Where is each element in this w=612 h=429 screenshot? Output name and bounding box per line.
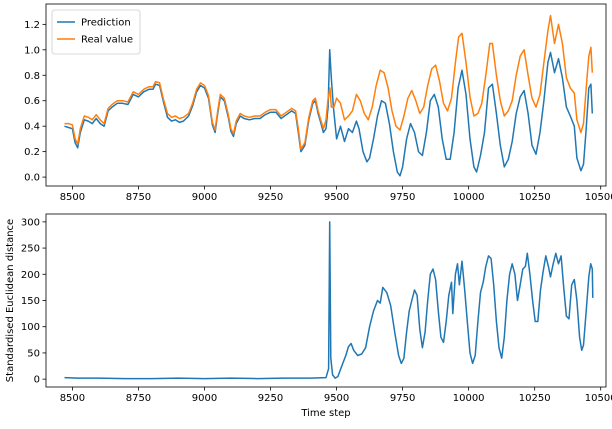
x-tick-label: 8500 (60, 192, 85, 203)
y-tick-label: 150 (21, 296, 40, 307)
series-line-prediction (64, 49, 594, 177)
legend: Prediction Real value (51, 9, 141, 55)
x-tick-label: 9750 (390, 393, 415, 404)
x-tick-label: 9000 (192, 393, 217, 404)
y-tick-label: 0.6 (24, 96, 40, 107)
y-tick-label: 0.8 (24, 71, 40, 82)
y-tick-label: 300 (21, 217, 40, 228)
y-tick-label: 0.0 (24, 173, 40, 184)
y-axis-label: Standardised Euclidean distance (5, 219, 16, 382)
x-tick-label: 9500 (324, 393, 349, 404)
y-tick-label: 0.2 (24, 147, 40, 158)
x-tick-label: 9000 (192, 192, 217, 203)
x-tick-label: 9750 (390, 192, 415, 203)
x-tick-label: 10250 (519, 393, 551, 404)
series-line-real-value (64, 14, 594, 150)
x-tick-label: 9500 (324, 192, 349, 203)
x-tick-label: 9250 (258, 192, 283, 203)
y-tick-label: 1.0 (24, 45, 40, 56)
x-tick-label: 9250 (258, 393, 283, 404)
x-tick-label: 10000 (453, 192, 485, 203)
x-tick-label: 10000 (453, 393, 485, 404)
x-axis-label: Time step (300, 408, 350, 419)
y-tick-label: 0 (34, 375, 40, 386)
plot-frame (45, 213, 607, 388)
plot-frame (45, 3, 607, 187)
legend-label: Real value (81, 35, 133, 46)
y-tick-label: 50 (27, 348, 40, 359)
legend-box (51, 9, 141, 55)
x-tick-label: 8500 (60, 393, 85, 404)
y-tick-label: 0.4 (24, 122, 40, 133)
y-tick-label: 200 (21, 270, 40, 281)
legend-label: Prediction (81, 18, 131, 29)
series-line-series-0 (64, 221, 594, 380)
x-tick-label: 10250 (519, 192, 551, 203)
y-tick-label: 100 (21, 322, 40, 333)
y-tick-label: 1.2 (24, 20, 40, 31)
y-tick-label: 250 (21, 244, 40, 255)
x-tick-label: 8750 (126, 393, 151, 404)
x-tick-label: 8750 (126, 192, 151, 203)
